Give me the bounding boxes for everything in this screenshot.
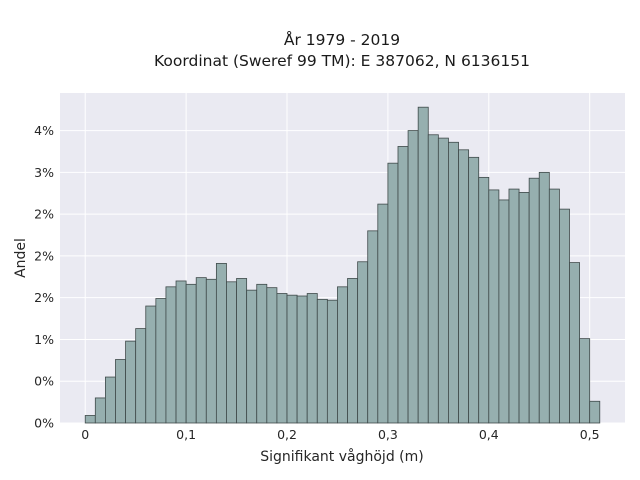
y-tick-label: 2% xyxy=(34,207,54,222)
histogram-bar xyxy=(548,188,560,424)
histogram-bar xyxy=(236,278,248,424)
histogram-bar xyxy=(316,298,328,424)
histogram-bar xyxy=(246,289,258,424)
histogram-bar xyxy=(387,162,399,424)
histogram-bar xyxy=(266,287,278,424)
histogram-bar xyxy=(528,177,540,424)
histogram-bar xyxy=(478,176,490,424)
histogram-bar xyxy=(437,137,449,424)
histogram-bar xyxy=(175,280,187,424)
histogram-bar xyxy=(589,400,601,424)
histogram-bar xyxy=(498,199,510,424)
histogram-bar xyxy=(145,305,157,424)
histogram-bar xyxy=(559,208,570,424)
histogram-bar xyxy=(105,376,116,424)
histogram-bar xyxy=(427,134,439,424)
histogram-bar xyxy=(488,189,500,424)
histogram-bar xyxy=(115,359,126,424)
histogram-bar xyxy=(276,293,288,424)
x-tick-label: 0,4 xyxy=(479,427,499,442)
histogram-bar xyxy=(367,230,379,424)
histogram-bar xyxy=(306,293,318,424)
y-tick-label: 2% xyxy=(34,290,54,305)
histogram-bars xyxy=(84,106,601,424)
histogram-bar xyxy=(397,146,409,424)
x-tick-label: 0,2 xyxy=(277,427,297,442)
histogram-bar xyxy=(377,203,389,424)
histogram-bar xyxy=(165,286,177,424)
histogram-bar xyxy=(407,130,419,424)
y-tick-labels: 0% 0% 1% 2% 2% 2% 3% 4% xyxy=(34,123,54,430)
histogram-bar xyxy=(94,397,106,424)
histogram-bar xyxy=(296,295,308,424)
histogram-bar xyxy=(226,281,237,424)
histogram-bar xyxy=(569,262,581,424)
y-tick-label: 4% xyxy=(34,123,54,138)
histogram-bar xyxy=(135,328,147,424)
y-tick-label: 0% xyxy=(34,416,54,431)
x-tick-label: 0,3 xyxy=(378,427,398,442)
chart-title-line1: År 1979 - 2019 xyxy=(284,30,400,49)
y-tick-label: 3% xyxy=(34,165,54,180)
histogram-bar xyxy=(84,415,96,424)
histogram-bar xyxy=(337,286,348,424)
histogram-bar xyxy=(195,277,207,424)
histogram-bar xyxy=(458,149,470,424)
x-tick-labels: 0 0,1 0,2 0,3 0,4 0,5 xyxy=(81,427,599,442)
histogram-bar xyxy=(468,156,480,424)
histogram-bar xyxy=(347,278,359,424)
y-axis-label: Andel xyxy=(13,238,29,278)
histogram-bar xyxy=(448,141,459,424)
histogram-bar xyxy=(357,261,369,424)
histogram-bar xyxy=(538,171,550,424)
x-tick-label: 0,1 xyxy=(176,427,196,442)
histogram-bar xyxy=(286,294,298,424)
x-tick-label: 0 xyxy=(81,427,89,442)
histogram-bar xyxy=(185,283,197,424)
histogram-bar xyxy=(155,298,167,424)
y-tick-label: 1% xyxy=(34,332,54,347)
histogram-bar xyxy=(326,299,338,424)
histogram-bar xyxy=(215,263,227,424)
chart-title-line2: Koordinat (Sweref 99 TM): E 387062, N 61… xyxy=(154,52,530,70)
x-axis-label: Signifikant våghöjd (m) xyxy=(260,448,423,465)
histogram-bar xyxy=(256,283,268,424)
histogram-bar xyxy=(579,338,591,424)
histogram-bar xyxy=(417,106,429,424)
y-tick-label: 0% xyxy=(34,374,54,389)
histogram-bar xyxy=(518,192,530,424)
histogram-bar xyxy=(205,278,217,424)
histogram-bar xyxy=(508,188,520,424)
x-tick-label: 0,5 xyxy=(580,427,600,442)
y-tick-label: 2% xyxy=(34,248,54,263)
histogram-bar xyxy=(125,340,137,424)
